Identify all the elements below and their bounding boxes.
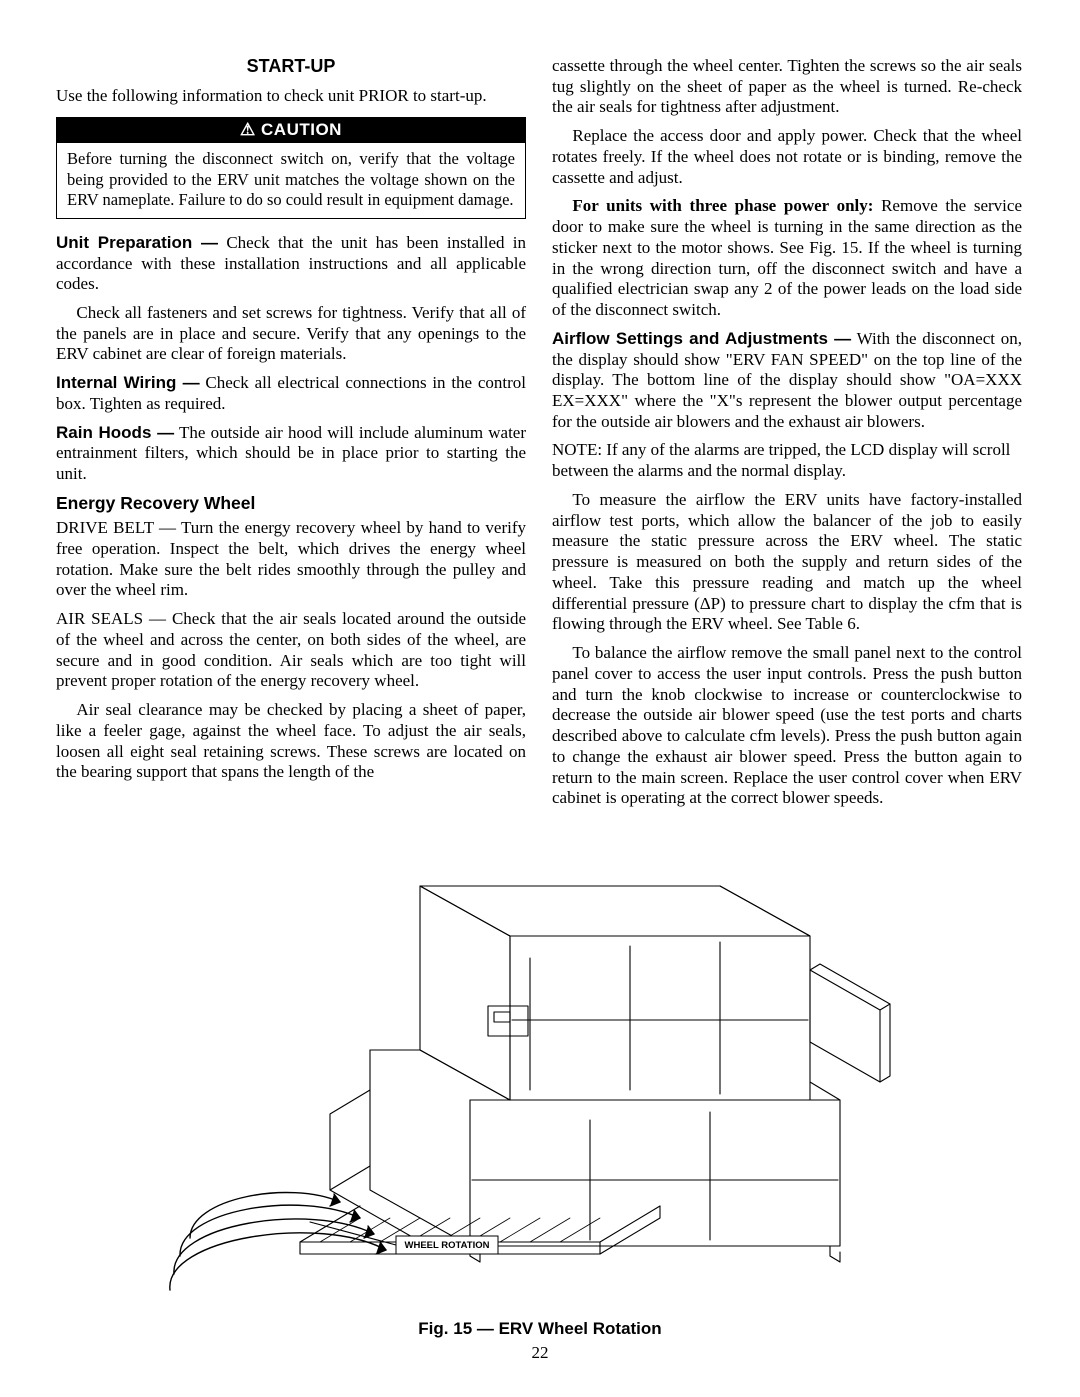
- caution-body: Before turning the disconnect switch on,…: [57, 143, 525, 217]
- rain-hoods-head: Rain Hoods —: [56, 423, 174, 442]
- air-seals-2: Air seal clearance may be checked by pla…: [56, 700, 526, 783]
- air-seals-1: AIR SEALS — Check that the air seals loc…: [56, 609, 526, 692]
- figure-15: WHEEL ROTATION Fig. 15 — ERV Wheel Rotat…: [56, 850, 1024, 1339]
- unit-prep-p2: Check all fasteners and set screws for t…: [56, 303, 526, 365]
- unit-prep-head: Unit Preparation —: [56, 233, 218, 252]
- right-column: cassette through the wheel center. Tight…: [552, 56, 1022, 814]
- wheel-rotation-label: WHEEL ROTATION: [405, 1240, 490, 1251]
- intro-text: Use the following information to check u…: [56, 86, 526, 107]
- three-phase-head: For units with three phase power only:: [572, 196, 873, 215]
- internal-wiring-head: Internal Wiring —: [56, 373, 200, 392]
- page-number: 22: [0, 1343, 1080, 1363]
- balance-p: To balance the airflow remove the small …: [552, 643, 1022, 809]
- three-phase-p: For units with three phase power only: R…: [552, 196, 1022, 320]
- section-heading: START-UP: [56, 56, 526, 78]
- unit-prep-p1: Unit Preparation — Check that the unit h…: [56, 233, 526, 295]
- internal-wiring: Internal Wiring — Check all electrical c…: [56, 373, 526, 414]
- page: START-UP Use the following information t…: [0, 0, 1080, 1339]
- caution-header: ⚠ CAUTION: [57, 118, 525, 144]
- left-column: START-UP Use the following information t…: [56, 56, 526, 814]
- drive-belt: DRIVE BELT — Turn the energy recovery wh…: [56, 518, 526, 601]
- measure-p: To measure the airflow the ERV units hav…: [552, 490, 1022, 635]
- warning-icon: ⚠: [240, 120, 256, 139]
- rain-hoods: Rain Hoods — The outside air hood will i…: [56, 423, 526, 485]
- two-column-layout: START-UP Use the following information t…: [56, 56, 1024, 814]
- caution-box: ⚠ CAUTION Before turning the disconnect …: [56, 117, 526, 219]
- erv-unit-diagram: WHEEL ROTATION: [160, 850, 920, 1300]
- replace-door-p: Replace the access door and apply power.…: [552, 126, 1022, 188]
- airflow-p: Airflow Settings and Adjustments — With …: [552, 329, 1022, 433]
- figure-caption: Fig. 15 — ERV Wheel Rotation: [56, 1319, 1024, 1339]
- erw-heading: Energy Recovery Wheel: [56, 493, 526, 514]
- caution-title: CAUTION: [261, 120, 342, 139]
- airflow-head: Airflow Settings and Adjustments —: [552, 329, 851, 348]
- note-p: NOTE: If any of the alarms are tripped, …: [552, 440, 1022, 481]
- cassette-p: cassette through the wheel center. Tight…: [552, 56, 1022, 118]
